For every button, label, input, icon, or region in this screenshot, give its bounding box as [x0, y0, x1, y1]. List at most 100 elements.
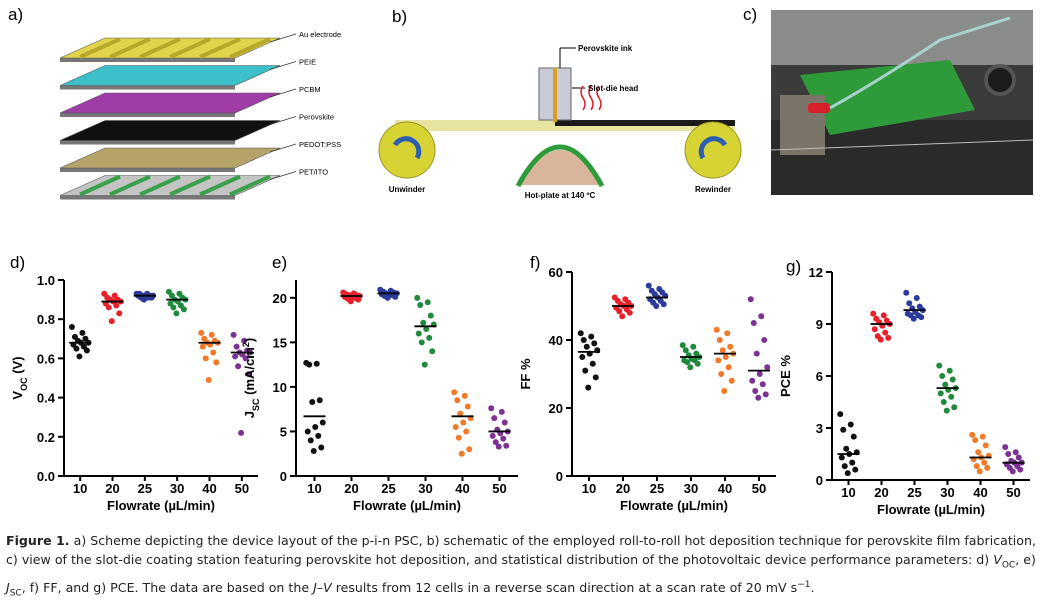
- data-point: [727, 343, 734, 350]
- caption-part: .: [810, 579, 815, 595]
- x-tick-label: 40: [718, 481, 732, 496]
- data-point: [626, 309, 633, 316]
- x-tick-label: 40: [973, 485, 987, 500]
- y-tick-label: 12: [809, 265, 823, 280]
- y-tick-label: 9: [816, 317, 823, 332]
- y-axis-label-part: J: [242, 411, 257, 418]
- data-point: [759, 381, 766, 388]
- layer: [59, 120, 281, 141]
- data-point: [83, 347, 90, 354]
- label: Unwinder: [389, 185, 425, 194]
- y-tick-label: 6: [816, 369, 823, 384]
- data-point: [982, 442, 989, 449]
- data-point: [728, 377, 735, 384]
- data-point: [489, 432, 496, 439]
- y-axis-label-part: OC: [19, 377, 29, 391]
- y-tick-label: 0: [816, 473, 823, 488]
- data-point: [976, 468, 983, 475]
- data-point: [694, 360, 701, 367]
- y-tick-label: 40: [549, 333, 563, 348]
- data-point: [1015, 454, 1022, 461]
- x-tick-label: 20: [874, 485, 888, 500]
- roll-to-roll-schematic: [378, 47, 742, 188]
- data-point: [1009, 468, 1016, 475]
- data-point: [690, 343, 697, 350]
- electrode-stripe: [229, 174, 271, 197]
- caption: Figure 1. a) Scheme depicting the device…: [6, 531, 1040, 603]
- data-point: [885, 334, 892, 341]
- data-point: [583, 343, 590, 350]
- y-tick-label: 0.0: [37, 469, 55, 484]
- layer-side: [60, 168, 235, 172]
- y-axis-label-part: ): [242, 338, 257, 342]
- y-axis-label: JSC (mA/cm2): [241, 338, 261, 418]
- web-edge: [770, 139, 1034, 151]
- data-point: [415, 330, 422, 337]
- data-point: [488, 405, 495, 412]
- leader-line: [269, 116, 297, 125]
- chart: f) 0 20 40 60 FF % Flowrate (µL/min) 10 20 25 30 40…: [518, 253, 776, 513]
- data-point: [653, 303, 660, 309]
- y-axis-label-part: (V): [10, 356, 25, 377]
- data-point: [491, 415, 498, 422]
- data-point: [948, 393, 955, 400]
- data-point: [981, 459, 988, 466]
- data-point: [972, 437, 979, 444]
- data-point: [719, 347, 726, 354]
- y-tick-label: 20: [549, 401, 563, 416]
- x-tick-label: 50: [235, 481, 249, 496]
- data-point: [421, 361, 428, 368]
- data-point: [903, 289, 910, 296]
- data-point: [747, 296, 754, 303]
- layer-label: PCBM: [299, 85, 321, 94]
- data-point: [76, 353, 83, 360]
- electrode-stripe: [169, 174, 211, 197]
- data-point: [503, 442, 510, 449]
- data-point: [979, 433, 986, 440]
- data-point: [180, 306, 187, 313]
- data-point: [205, 376, 212, 383]
- x-tick-label: 30: [418, 481, 432, 496]
- data-point: [943, 407, 950, 414]
- x-tick-label: 30: [170, 481, 184, 496]
- data-point: [105, 304, 112, 311]
- y-tick-label: 0: [280, 469, 287, 484]
- data-point: [752, 388, 759, 394]
- unwinder-roll: [378, 121, 436, 179]
- electrode-stripe: [169, 37, 211, 59]
- data-point: [312, 424, 319, 430]
- data-point: [660, 301, 667, 308]
- x-axis-label: Flowrate (µL/min): [353, 498, 461, 513]
- data-point: [762, 391, 769, 398]
- data-point: [466, 446, 473, 453]
- layer-label: PEIE: [299, 58, 316, 67]
- y-tick-label: 0.6: [37, 351, 55, 366]
- leader-line: [269, 88, 297, 98]
- data-point: [1012, 449, 1019, 456]
- data-point: [949, 376, 956, 383]
- data-point: [202, 355, 209, 362]
- data-point: [495, 443, 502, 450]
- electrode-stripe: [199, 37, 241, 59]
- data-point: [304, 428, 311, 435]
- electrode-stripe: [229, 37, 271, 59]
- x-tick-label: 10: [582, 481, 596, 496]
- data-point: [461, 392, 468, 399]
- data-point: [116, 310, 123, 317]
- x-tick-label: 30: [684, 481, 698, 496]
- data-point: [418, 339, 425, 346]
- data-point: [245, 371, 252, 378]
- data-point: [498, 408, 505, 415]
- data-point: [452, 424, 459, 430]
- layer-label: PET/ITO: [299, 168, 328, 177]
- data-point: [684, 359, 691, 366]
- data-point: [713, 326, 720, 333]
- data-point: [141, 296, 148, 303]
- data-point: [843, 445, 850, 452]
- x-tick-label: 10: [73, 481, 87, 496]
- panel-label: a): [8, 5, 23, 24]
- data-point: [951, 404, 958, 411]
- data-point: [310, 448, 317, 455]
- data-point: [837, 411, 844, 418]
